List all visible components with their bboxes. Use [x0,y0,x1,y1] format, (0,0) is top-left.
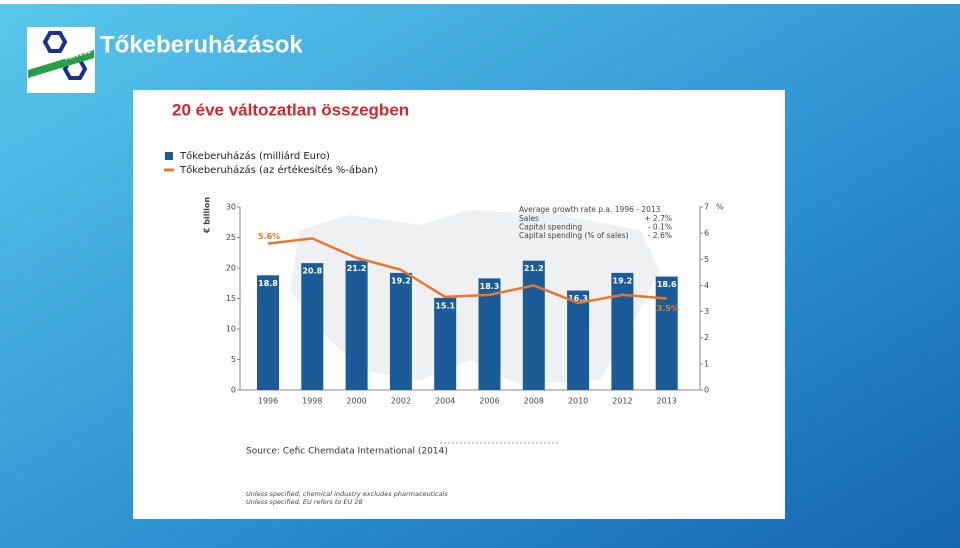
y2-tick-label: 5 [704,255,709,264]
bar [567,290,590,390]
bar [301,263,324,390]
bar [611,272,634,390]
annotation-label: Capital spending (% of sales) [519,231,629,240]
bar-label: 18.6 [657,280,677,289]
logo-hexagon [42,31,68,53]
bar-label: 20.8 [302,267,322,276]
y2-tick-label: 1 [704,359,709,368]
bar [522,260,545,390]
annotation-label: Capital spending [519,223,582,232]
line-label: 5.6% [258,232,280,241]
y2-tick-label: 0 [704,386,709,395]
y-tick-label: 20 [226,264,236,273]
line [267,237,667,305]
bar-label: 16.3 [568,294,588,303]
y-tick-label: 5 [231,355,236,364]
y2-tick-label: 6 [704,229,709,238]
x-tick-label: 2008 [524,397,544,406]
y2-tick-label: 7 [704,203,709,212]
logo: MAVESZ [27,27,95,93]
bar [389,272,412,390]
y-tick-label: 0 [231,386,236,395]
logo-band [28,50,94,78]
bar-label: 19.2 [391,276,411,285]
bar [434,297,457,390]
y-tick-label: 15 [226,294,236,303]
top-strip [0,0,960,4]
x-tick-label: 1998 [302,397,322,406]
bar [655,276,678,390]
x-tick-label: 2002 [391,397,411,406]
y2-tick-label: 3 [704,307,709,316]
bar-label: 21.2 [524,264,544,273]
note: Unless specified, chemical industry excl… [246,490,448,498]
y2-axis-label: % [716,203,724,212]
y-axis-label: € billion [203,197,212,235]
y-tick-label: 30 [226,203,236,212]
legend-swatch [164,168,174,172]
annotation-title: Average growth rate p.a. 1996 - 2013 [519,205,661,214]
bar [478,278,501,390]
x-tick-label: 2010 [568,397,588,406]
bar-label: 18.3 [480,282,500,291]
legend-label: Tőkeberuházás (az értékesítés %-ában) [179,164,378,176]
bar-label: 21.2 [347,264,367,273]
note: Unless specified, EU refers to EU 28 [246,498,363,506]
annotation: Average growth rate p.a. 1996 - 2013 [519,205,661,214]
y-tick-label: 25 [226,233,236,242]
slide-title: Tőkeberuházások [100,31,303,58]
annotation-value: + 2.7% [644,214,672,223]
annotation-value: - 2.6% [648,231,672,240]
chart-title: 20 éve változatlan összegben [172,100,409,119]
legend-label: Tőkeberuházás (milliárd Euro) [179,150,330,162]
bar [257,275,279,390]
annotation-value: - 0.1% [648,223,672,232]
x-tick-label: 1996 [258,397,278,406]
x-tick-label: 2012 [612,397,632,406]
x-tick-label: 2004 [435,397,455,406]
source: Source: Cefic Chemdata International (20… [246,447,448,457]
legend-swatch [165,152,173,160]
x-tick-label: 2013 [657,397,677,406]
line-label: 3.5% [657,304,679,313]
y2-tick-label: 2 [704,333,709,342]
bar-label: 18.8 [258,279,278,288]
y2-tick-label: 4 [704,281,709,290]
x-tick-label: 2000 [346,397,366,406]
bar [345,260,368,390]
y-tick-label: 10 [226,325,236,334]
annotation-label: Sales [519,214,539,223]
bar-label: 19.2 [613,276,633,285]
x-tick-label: 2006 [479,397,499,406]
bar-label: 15.1 [435,301,455,310]
